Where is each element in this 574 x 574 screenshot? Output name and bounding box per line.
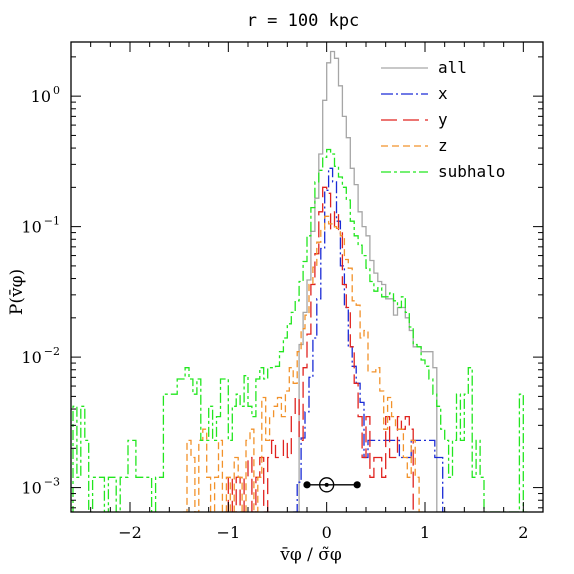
y-tick-label: 10 −3 (21, 476, 60, 498)
x-tick-label: 0 (322, 523, 332, 542)
chart-title: r = 100 kpc (247, 11, 360, 31)
x-tick-label: −1 (217, 523, 241, 542)
y-tick-label: 10 0 (31, 84, 60, 106)
legend-y-label: y (438, 110, 448, 129)
x-tick-labels: −2 −1 0 1 2 (118, 523, 528, 542)
error-bar-center-circle (319, 477, 335, 493)
legend-x-label: x (438, 84, 448, 103)
y-axis-label: P(v̄φ) (7, 269, 27, 315)
x-tick-label: 2 (518, 523, 528, 542)
legend: all xyz subhalo (381, 58, 505, 181)
series-y-line (224, 186, 418, 512)
x-axis-label: v̄φ / σ̃φ (279, 545, 342, 565)
legend-subhalo-label: subhalo (438, 162, 505, 181)
y-tick-label: 10 −2 (21, 345, 60, 367)
series-layer (71, 50, 528, 512)
legend-z-label: z (438, 136, 448, 155)
legend-all-label: all (438, 58, 467, 77)
error-bar-center-dot (324, 482, 329, 487)
series-all-line (295, 50, 441, 512)
x-tick-label: 1 (420, 523, 430, 542)
y-tick-label: 10 −1 (21, 215, 60, 237)
series-z-line (183, 215, 423, 512)
error-bar-left-point (303, 481, 311, 489)
x-tick-label: −2 (118, 523, 142, 542)
axis-ticks (70, 42, 544, 512)
error-bar (303, 477, 361, 493)
series-subhalo-line (71, 148, 528, 512)
error-bar-right-point (353, 481, 361, 489)
